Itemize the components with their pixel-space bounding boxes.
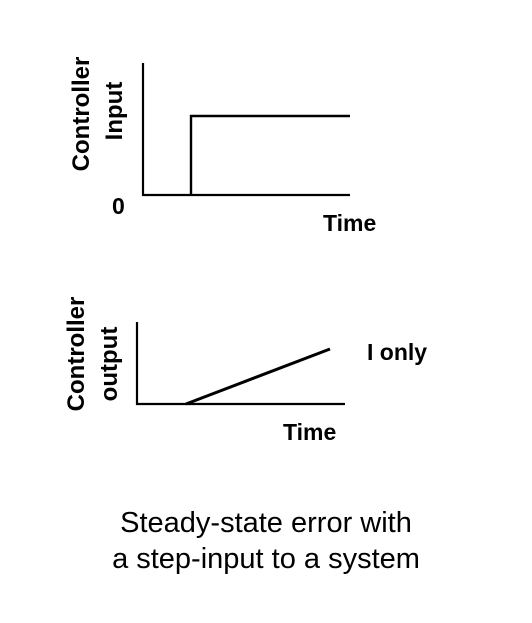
- caption-line-2: a step-input to a system: [112, 543, 420, 575]
- top-plot: Controller Input 0 Time: [68, 57, 376, 236]
- top-origin-label: 0: [112, 193, 125, 219]
- caption-line-1: Steady-state error with: [120, 507, 412, 539]
- figure-caption: Steady-state error with a step-input to …: [0, 505, 532, 577]
- top-ylabel-line1: Controller: [68, 57, 95, 172]
- top-ylabel-line2: Input: [101, 82, 128, 141]
- integral-ramp-signal: [185, 347, 331, 406]
- i-only-annotation: I only: [367, 339, 427, 365]
- bottom-ylabel-line2: output: [96, 327, 123, 402]
- bottom-plot: Controller output Time I only: [63, 297, 427, 445]
- bottom-xlabel: Time: [283, 419, 336, 445]
- step-input-signal: [189, 114, 350, 195]
- top-xlabel: Time: [323, 210, 376, 236]
- bottom-ylabel-line1: Controller: [63, 297, 90, 412]
